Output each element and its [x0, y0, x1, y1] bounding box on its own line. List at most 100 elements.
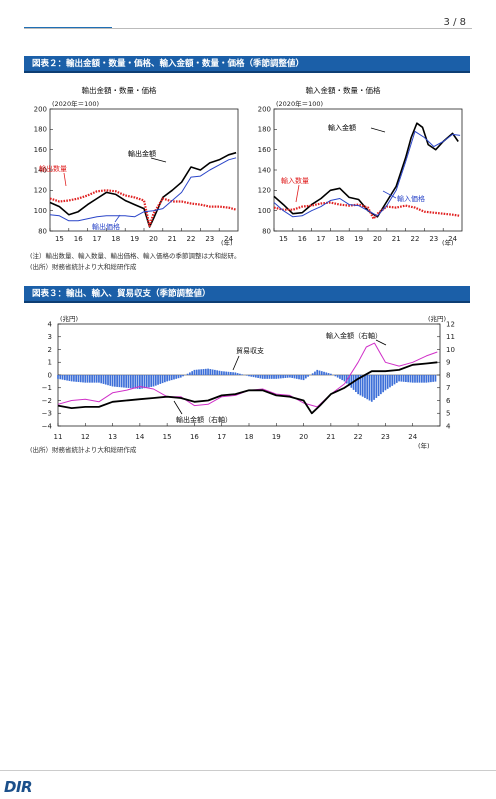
balance-bar — [198, 369, 200, 375]
balance-bar — [125, 375, 128, 388]
balance-bar — [150, 375, 153, 387]
balance-bar — [327, 373, 330, 375]
y-tick-label-right: 7 — [446, 384, 450, 392]
figure-3-source: (出所）財務省統計より大和総研作成 — [30, 446, 137, 454]
balance-bar — [88, 375, 91, 383]
balance-bar — [286, 375, 289, 378]
balance-bar — [252, 375, 255, 378]
balance-bar — [430, 375, 432, 383]
export-year-label: (年) — [221, 239, 233, 247]
balance-bar — [268, 375, 271, 379]
import-qty-arrow — [295, 184, 300, 203]
series-line-qty — [273, 201, 461, 220]
x-tick-label: 18 — [111, 235, 120, 243]
balance-bar — [366, 375, 369, 400]
balance-bar — [111, 375, 114, 387]
balance-bar — [70, 375, 73, 382]
balance-bar — [134, 375, 137, 389]
balance-bar — [227, 371, 230, 375]
balance-bar — [420, 375, 423, 383]
y-tick-label: 160 — [258, 146, 271, 154]
balance-bar — [391, 375, 394, 386]
balance-bar — [145, 375, 148, 388]
balance-bar — [359, 375, 362, 396]
import-chart: (2020年＝100) 80 100 120 140 160 180 200 15 16 17 18… — [258, 99, 463, 243]
balance-bar — [241, 374, 244, 375]
balance-bar — [314, 371, 316, 375]
x-tick-label: 20 — [373, 235, 382, 243]
balance-bar — [266, 375, 269, 379]
y-tick-label-left: −2 — [42, 397, 52, 405]
footer-rule — [0, 770, 496, 771]
x-tick-label: 18 — [245, 433, 254, 441]
balance-bar — [311, 373, 314, 375]
balance-bar — [193, 369, 196, 375]
balance-bar — [154, 375, 157, 386]
balance-bar — [405, 375, 407, 383]
y-tick-label-left: 4 — [48, 320, 53, 328]
y-tick-label: 80 — [262, 227, 271, 235]
balance-bar — [259, 375, 262, 379]
balance-bar — [232, 372, 234, 375]
balance-bar — [143, 375, 146, 389]
balance-bar — [123, 375, 125, 388]
balance-bar — [170, 375, 173, 381]
x-tick-label: 19 — [130, 235, 139, 243]
balance-bar — [370, 375, 373, 402]
balance-bar — [318, 370, 321, 375]
y-tick-label-left: −4 — [42, 422, 53, 430]
x-tick-label: 21 — [168, 235, 177, 243]
balance-bar — [323, 371, 325, 375]
export-qty-arrow — [63, 172, 67, 187]
x-tick-label: 13 — [108, 433, 117, 441]
balance-bar — [350, 375, 353, 388]
balance-bar — [295, 375, 298, 379]
balance-bar — [107, 375, 109, 386]
y-tick-label-left: 3 — [48, 333, 52, 341]
x-tick-label: 12 — [81, 433, 90, 441]
balance-bar — [427, 375, 430, 383]
balance-bar — [141, 375, 143, 389]
balance-bar — [179, 375, 182, 378]
export-axis-label: 輸出金額（右軸） — [176, 415, 232, 424]
x-tick-label: 16 — [298, 235, 307, 243]
import-axis-label: 輸入金額（右軸） — [326, 331, 382, 340]
balance-bar — [239, 373, 241, 375]
export-axis-arrow — [173, 400, 183, 415]
x-tick-label: 17 — [93, 235, 102, 243]
balance-bar — [355, 375, 357, 392]
balance-bar — [95, 375, 98, 383]
x-tick-label: 24 — [224, 235, 233, 243]
y-tick-label-right: 9 — [446, 359, 450, 367]
figure-3-year-label: (年) — [418, 442, 430, 450]
import-price-arrow — [382, 190, 397, 199]
export-qty-label: 輸出数量 — [39, 164, 67, 173]
balance-bar — [191, 371, 194, 375]
balance-bar — [98, 375, 100, 383]
x-tick-label: 16 — [190, 433, 199, 441]
y-tick-label: 200 — [34, 105, 47, 113]
y-tick-label-right: 11 — [446, 333, 455, 341]
balance-bar — [357, 375, 359, 395]
balance-bar — [325, 372, 328, 375]
x-tick-label: 24 — [448, 235, 457, 243]
balance-arrow — [232, 355, 240, 371]
balance-bar — [245, 375, 248, 376]
balance-bar — [375, 375, 378, 398]
x-tick-label: 24 — [408, 433, 417, 441]
balance-bar — [216, 370, 219, 375]
y-tick-label: 120 — [258, 187, 271, 195]
y-tick-label-right: 12 — [446, 320, 455, 328]
balance-bar — [186, 373, 189, 375]
export-value-arrow — [150, 157, 167, 163]
balance-bar — [264, 375, 266, 379]
y-tick-label: 160 — [34, 146, 47, 154]
balance-bar — [91, 375, 93, 383]
x-tick-label: 14 — [135, 433, 144, 441]
balance-bar — [402, 375, 405, 382]
series-line-price — [49, 157, 237, 222]
y-tick-label-left: 1 — [48, 359, 52, 367]
balance-bar — [136, 375, 139, 389]
import-chart-title: 輸入金額・数量・価格 — [305, 86, 381, 95]
figure-2-header: 図表２：輸出金額・数量・価格、輸入金額・数量・価格（季節調整値） — [24, 56, 470, 73]
